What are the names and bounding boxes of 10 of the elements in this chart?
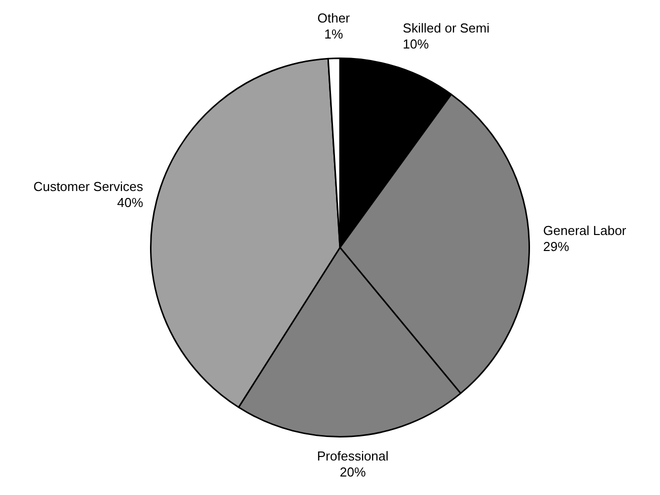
slice-label: Other <box>317 10 351 26</box>
data-label: 29% <box>543 239 570 254</box>
data-label: 10% <box>402 36 430 52</box>
data-label: 1% <box>324 26 344 42</box>
slice-label: Customer Services <box>33 179 144 194</box>
slice-label: Professional <box>316 448 389 464</box>
slice-label: Skilled or Semi <box>402 20 490 36</box>
slice-label: General Labor <box>543 223 627 238</box>
data-label: 20% <box>340 464 366 480</box>
data-label: 40% <box>117 195 144 210</box>
